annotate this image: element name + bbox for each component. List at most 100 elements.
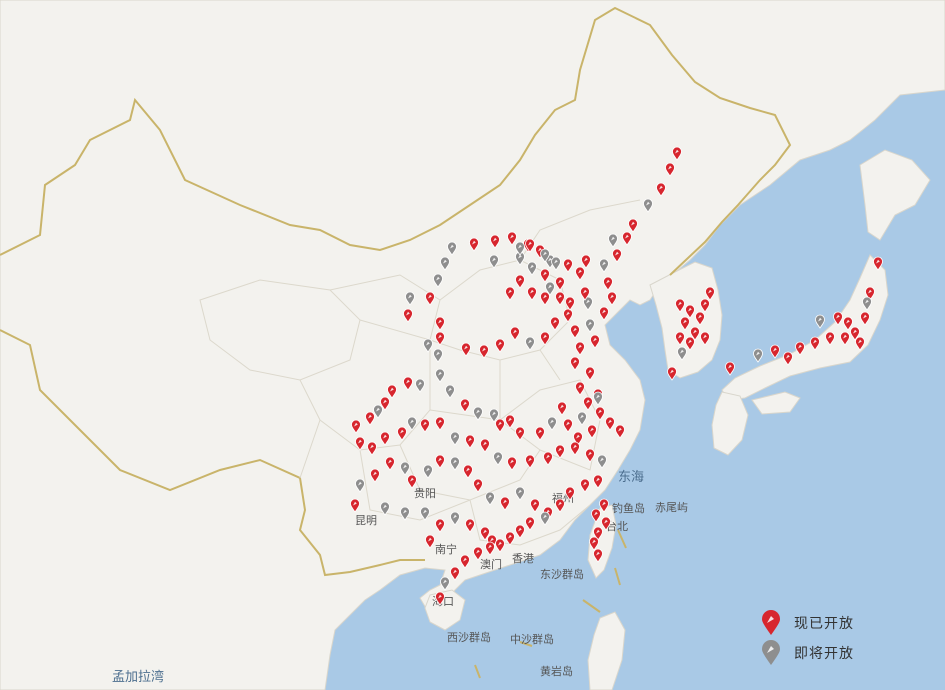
open-station-pin[interactable] <box>495 538 505 553</box>
open-station-pin[interactable] <box>585 448 595 463</box>
open-station-pin[interactable] <box>461 342 471 357</box>
upcoming-station-pin[interactable] <box>545 281 555 296</box>
upcoming-station-pin[interactable] <box>415 378 425 393</box>
upcoming-station-pin[interactable] <box>405 291 415 306</box>
open-station-pin[interactable] <box>525 238 535 253</box>
upcoming-station-pin[interactable] <box>515 241 525 256</box>
open-station-pin[interactable] <box>575 381 585 396</box>
open-station-pin[interactable] <box>473 546 483 561</box>
upcoming-station-pin[interactable] <box>540 511 550 526</box>
open-station-pin[interactable] <box>463 464 473 479</box>
upcoming-station-pin[interactable] <box>525 336 535 351</box>
open-station-pin[interactable] <box>587 424 597 439</box>
open-station-pin[interactable] <box>365 411 375 426</box>
open-station-pin[interactable] <box>700 331 710 346</box>
open-station-pin[interactable] <box>615 424 625 439</box>
open-station-pin[interactable] <box>380 396 390 411</box>
open-station-pin[interactable] <box>725 361 735 376</box>
open-station-pin[interactable] <box>599 306 609 321</box>
open-station-pin[interactable] <box>473 478 483 493</box>
open-station-pin[interactable] <box>510 326 520 341</box>
open-station-pin[interactable] <box>589 536 599 551</box>
open-station-pin[interactable] <box>685 336 695 351</box>
upcoming-station-pin[interactable] <box>485 491 495 506</box>
open-station-pin[interactable] <box>665 162 675 177</box>
upcoming-station-pin[interactable] <box>433 348 443 363</box>
open-station-pin[interactable] <box>565 486 575 501</box>
open-station-pin[interactable] <box>580 286 590 301</box>
open-station-pin[interactable] <box>505 286 515 301</box>
open-station-pin[interactable] <box>680 316 690 331</box>
upcoming-station-pin[interactable] <box>433 273 443 288</box>
upcoming-station-pin[interactable] <box>447 241 457 256</box>
open-station-pin[interactable] <box>351 419 361 434</box>
open-station-pin[interactable] <box>690 326 700 341</box>
upcoming-station-pin[interactable] <box>440 576 450 591</box>
open-station-pin[interactable] <box>570 356 580 371</box>
open-station-pin[interactable] <box>479 344 489 359</box>
upcoming-station-pin[interactable] <box>540 248 550 263</box>
open-station-pin[interactable] <box>607 291 617 306</box>
upcoming-station-pin[interactable] <box>450 431 460 446</box>
open-station-pin[interactable] <box>575 266 585 281</box>
upcoming-station-pin[interactable] <box>423 464 433 479</box>
open-station-pin[interactable] <box>515 274 525 289</box>
open-station-pin[interactable] <box>350 498 360 513</box>
open-station-pin[interactable] <box>573 431 583 446</box>
open-station-pin[interactable] <box>603 276 613 291</box>
open-station-pin[interactable] <box>695 311 705 326</box>
upcoming-station-pin[interactable] <box>489 408 499 423</box>
upcoming-station-pin[interactable] <box>753 348 763 363</box>
open-station-pin[interactable] <box>865 286 875 301</box>
open-station-pin[interactable] <box>850 326 860 341</box>
open-station-pin[interactable] <box>622 231 632 246</box>
open-station-pin[interactable] <box>469 237 479 252</box>
open-station-pin[interactable] <box>515 524 525 539</box>
open-station-pin[interactable] <box>593 474 603 489</box>
upcoming-station-pin[interactable] <box>420 506 430 521</box>
upcoming-station-pin[interactable] <box>400 461 410 476</box>
open-station-pin[interactable] <box>591 508 601 523</box>
open-station-pin[interactable] <box>783 351 793 366</box>
open-station-pin[interactable] <box>435 416 445 431</box>
upcoming-station-pin[interactable] <box>493 451 503 466</box>
open-station-pin[interactable] <box>667 366 677 381</box>
upcoming-station-pin[interactable] <box>862 296 872 311</box>
open-station-pin[interactable] <box>843 316 853 331</box>
open-station-pin[interactable] <box>420 418 430 433</box>
open-station-pin[interactable] <box>840 331 850 346</box>
open-station-pin[interactable] <box>387 384 397 399</box>
upcoming-station-pin[interactable] <box>593 391 603 406</box>
open-station-pin[interactable] <box>530 498 540 513</box>
open-station-pin[interactable] <box>770 344 780 359</box>
open-station-pin[interactable] <box>833 311 843 326</box>
open-station-pin[interactable] <box>570 324 580 339</box>
open-station-pin[interactable] <box>495 338 505 353</box>
open-station-pin[interactable] <box>403 376 413 391</box>
open-station-pin[interactable] <box>563 418 573 433</box>
open-station-pin[interactable] <box>435 518 445 533</box>
open-station-pin[interactable] <box>465 434 475 449</box>
upcoming-station-pin[interactable] <box>373 404 383 419</box>
upcoming-station-pin[interactable] <box>515 486 525 501</box>
upcoming-station-pin[interactable] <box>355 478 365 493</box>
upcoming-station-pin[interactable] <box>400 506 410 521</box>
open-station-pin[interactable] <box>505 531 515 546</box>
upcoming-station-pin[interactable] <box>489 254 499 269</box>
open-station-pin[interactable] <box>525 454 535 469</box>
open-station-pin[interactable] <box>557 401 567 416</box>
open-station-pin[interactable] <box>367 441 377 456</box>
open-station-pin[interactable] <box>705 286 715 301</box>
open-station-pin[interactable] <box>675 298 685 313</box>
open-station-pin[interactable] <box>593 526 603 541</box>
open-station-pin[interactable] <box>595 406 605 421</box>
open-station-pin[interactable] <box>563 308 573 323</box>
open-station-pin[interactable] <box>495 418 505 433</box>
open-station-pin[interactable] <box>485 541 495 556</box>
open-station-pin[interactable] <box>380 431 390 446</box>
upcoming-station-pin[interactable] <box>380 501 390 516</box>
upcoming-station-pin[interactable] <box>583 296 593 311</box>
open-station-pin[interactable] <box>565 296 575 311</box>
open-station-pin[interactable] <box>585 366 595 381</box>
open-station-pin[interactable] <box>435 316 445 331</box>
